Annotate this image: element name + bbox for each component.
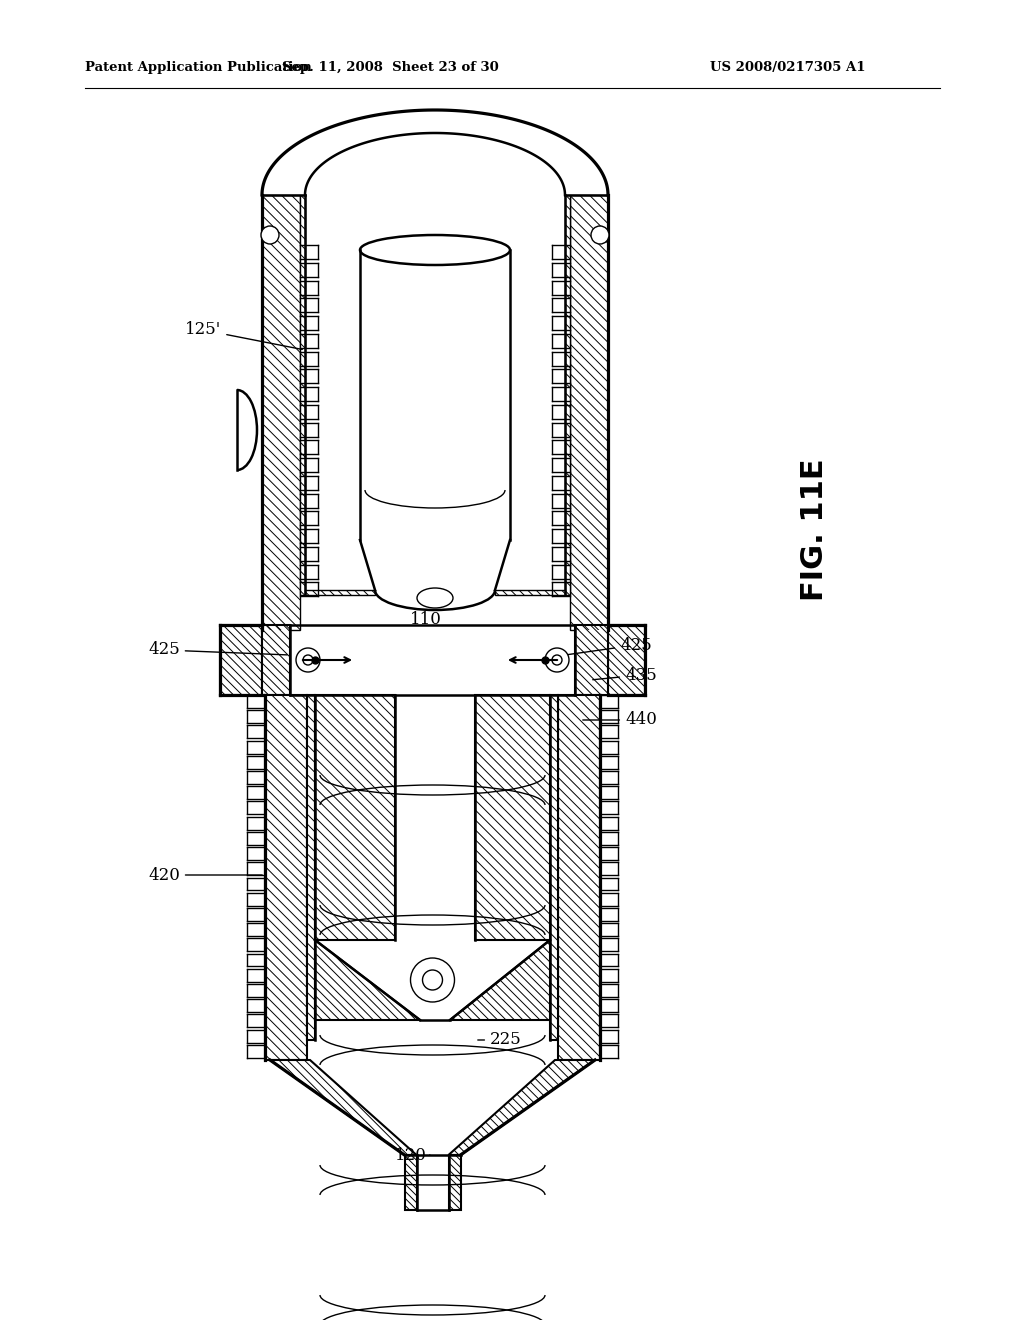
Polygon shape (475, 696, 550, 940)
Circle shape (296, 648, 319, 672)
Polygon shape (495, 590, 565, 595)
Ellipse shape (417, 587, 453, 609)
Polygon shape (449, 1060, 595, 1155)
Text: 225: 225 (478, 1031, 522, 1048)
Polygon shape (262, 195, 300, 630)
Polygon shape (315, 940, 420, 1020)
Circle shape (552, 655, 562, 665)
Polygon shape (404, 1155, 417, 1210)
Circle shape (261, 226, 279, 244)
Polygon shape (558, 696, 600, 1060)
Polygon shape (262, 624, 290, 696)
Polygon shape (608, 624, 645, 696)
Polygon shape (270, 1060, 417, 1155)
Circle shape (545, 648, 569, 672)
Polygon shape (450, 940, 550, 1020)
Polygon shape (449, 1155, 461, 1210)
Circle shape (423, 970, 442, 990)
Polygon shape (265, 696, 307, 1060)
Text: US 2008/0217305 A1: US 2008/0217305 A1 (710, 62, 865, 74)
Polygon shape (570, 195, 608, 630)
Text: 125': 125' (185, 322, 302, 350)
Text: 425: 425 (148, 642, 287, 659)
Text: Sep. 11, 2008  Sheet 23 of 30: Sep. 11, 2008 Sheet 23 of 30 (282, 62, 499, 74)
Circle shape (591, 226, 609, 244)
Circle shape (411, 958, 455, 1002)
Polygon shape (307, 696, 315, 1040)
Polygon shape (220, 624, 262, 696)
Text: 435: 435 (593, 667, 656, 684)
Polygon shape (305, 590, 375, 595)
Text: 120: 120 (395, 1147, 430, 1163)
Polygon shape (575, 624, 608, 696)
Text: 110: 110 (410, 602, 442, 628)
Circle shape (303, 655, 313, 665)
Text: 420: 420 (148, 866, 262, 883)
Text: Patent Application Publication: Patent Application Publication (85, 62, 311, 74)
Polygon shape (315, 696, 395, 940)
Text: 425: 425 (567, 636, 651, 655)
Text: FIG. 11E: FIG. 11E (800, 458, 829, 602)
Polygon shape (300, 195, 305, 595)
Polygon shape (550, 696, 558, 1040)
Ellipse shape (360, 235, 510, 265)
Text: 440: 440 (583, 711, 656, 729)
Polygon shape (565, 195, 570, 595)
